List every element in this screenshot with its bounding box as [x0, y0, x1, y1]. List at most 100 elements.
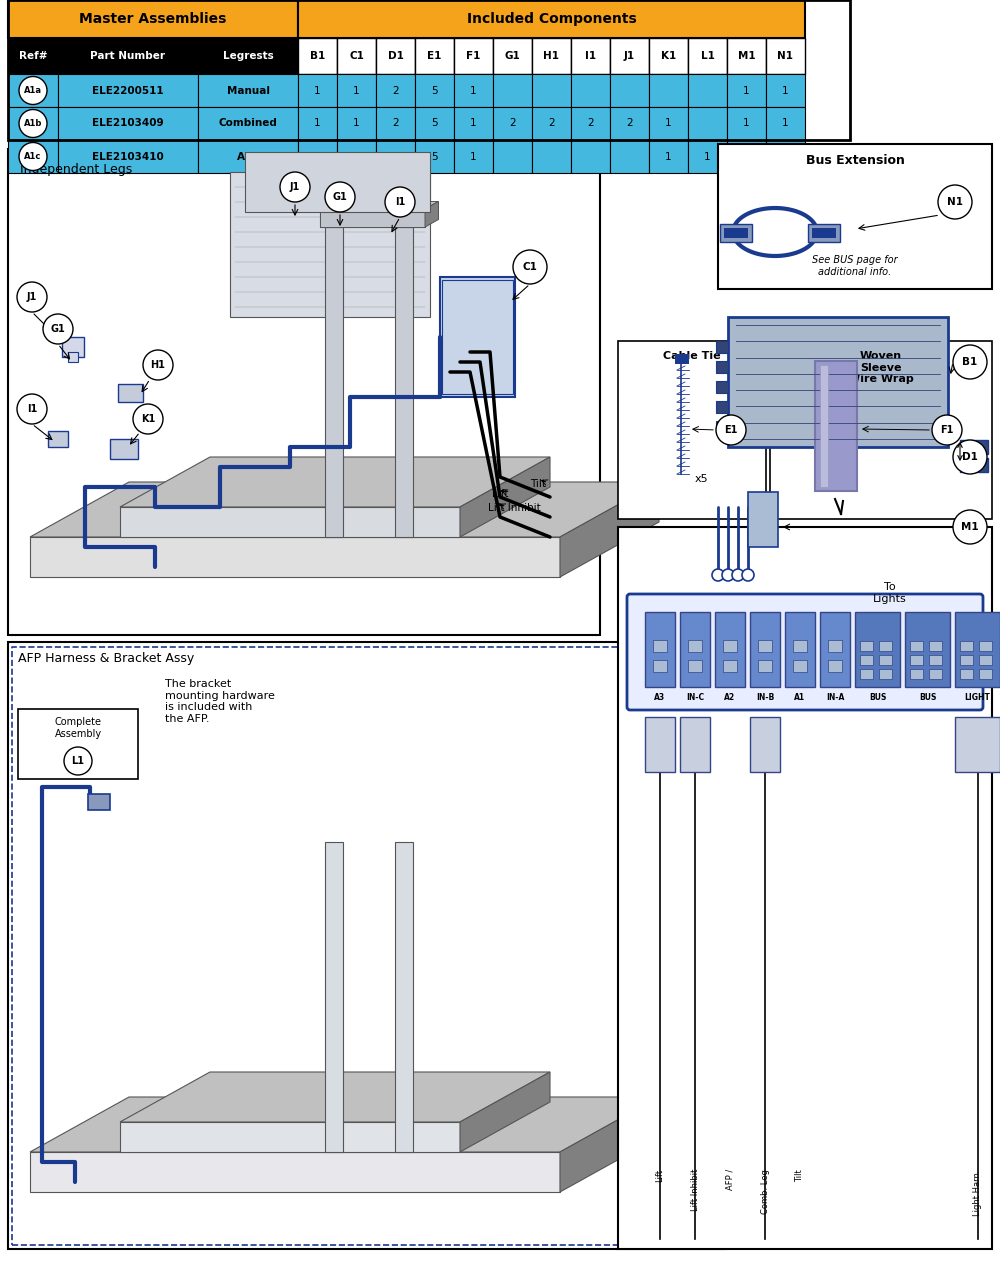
Bar [298, 38, 337, 73]
Bar [58, 38, 198, 73]
Bar [727, 38, 766, 73]
Bar [376, 106, 415, 139]
Text: The bracket
mounting hardware
is included with
the AFP.: The bracket mounting hardware is include… [165, 679, 275, 723]
Bar [680, 717, 710, 772]
Circle shape [133, 404, 163, 435]
Text: A2: A2 [724, 693, 736, 702]
Text: AFP: AFP [237, 152, 259, 161]
Bar [879, 641, 892, 651]
Text: Included Components: Included Components [467, 11, 636, 27]
Text: 1: 1 [353, 85, 360, 95]
Bar [688, 38, 727, 73]
Text: AFP Harness & Bracket Assy: AFP Harness & Bracket Assy [18, 653, 194, 665]
Text: B1: B1 [310, 51, 325, 61]
Bar [766, 73, 805, 106]
Bar [653, 640, 667, 653]
Text: 1: 1 [743, 85, 750, 95]
Text: H1: H1 [544, 51, 560, 61]
Text: See BUS page for
additional info.: See BUS page for additional info. [812, 256, 898, 277]
Text: F1: F1 [466, 51, 481, 61]
Text: 2: 2 [509, 119, 516, 128]
Bar [8, 0, 298, 38]
Text: 1: 1 [782, 119, 789, 128]
Bar [929, 669, 942, 679]
Bar [955, 612, 1000, 687]
Text: Lift Inhibit: Lift Inhibit [488, 503, 541, 513]
Text: D1: D1 [388, 51, 403, 61]
Bar [325, 227, 343, 537]
Bar [750, 612, 780, 687]
Bar [910, 655, 923, 665]
Text: H1: H1 [151, 360, 165, 370]
Bar [298, 106, 337, 139]
Circle shape [716, 416, 746, 445]
Bar [960, 655, 973, 665]
Text: 5: 5 [431, 119, 438, 128]
Text: L1: L1 [701, 51, 714, 61]
Bar [820, 365, 828, 487]
Bar [808, 224, 840, 242]
Circle shape [722, 569, 734, 582]
Bar [58, 106, 198, 139]
Polygon shape [320, 201, 438, 209]
Text: Tilt: Tilt [796, 1169, 804, 1182]
Bar [724, 228, 748, 238]
Bar [910, 669, 923, 679]
Bar [415, 139, 454, 174]
Text: 1: 1 [353, 119, 360, 128]
Bar [649, 73, 688, 106]
Bar [812, 228, 836, 238]
Bar [298, 0, 805, 38]
Circle shape [48, 323, 56, 331]
Text: I1: I1 [27, 404, 37, 414]
Text: ELE2103409: ELE2103409 [92, 119, 164, 128]
Bar [728, 317, 948, 447]
Bar [337, 38, 376, 73]
Text: BUS: BUS [869, 693, 886, 702]
Text: 5: 5 [431, 152, 438, 161]
Polygon shape [30, 1097, 659, 1152]
Bar [493, 106, 532, 139]
Text: Complete
Assembly: Complete Assembly [54, 717, 102, 739]
Text: A1b: A1b [24, 119, 42, 128]
Circle shape [938, 185, 972, 219]
Bar [960, 641, 973, 651]
Bar [8, 38, 58, 73]
Circle shape [43, 314, 73, 345]
Bar [960, 669, 973, 679]
Text: N1: N1 [778, 51, 794, 61]
Text: G1: G1 [333, 193, 347, 201]
Bar [649, 38, 688, 73]
Bar [720, 224, 752, 242]
Bar [929, 641, 942, 651]
Bar [828, 640, 842, 653]
Text: IN-C: IN-C [686, 693, 704, 702]
Bar [245, 152, 430, 212]
Text: A3: A3 [654, 693, 666, 702]
Bar [680, 612, 710, 687]
Text: I1: I1 [395, 196, 405, 207]
Bar [610, 106, 649, 139]
Text: 2: 2 [392, 152, 399, 161]
Text: BUS: BUS [919, 693, 936, 702]
Bar [718, 144, 992, 289]
Bar [716, 341, 728, 353]
Bar [230, 172, 430, 317]
Text: E1: E1 [724, 424, 738, 435]
Circle shape [17, 283, 47, 312]
Bar [532, 106, 571, 139]
Bar [618, 341, 766, 519]
Text: M1: M1 [961, 522, 979, 532]
Bar [532, 38, 571, 73]
Bar [8, 150, 600, 635]
Circle shape [280, 172, 310, 201]
Bar [649, 139, 688, 174]
Bar [320, 209, 425, 227]
Text: Lift Inhibit: Lift Inhibit [690, 1169, 700, 1211]
Text: Manual: Manual [226, 85, 270, 95]
Circle shape [17, 394, 47, 424]
Text: LIGHT: LIGHT [965, 693, 990, 702]
Bar [532, 73, 571, 106]
Text: D1: D1 [962, 452, 978, 462]
Text: L1: L1 [72, 756, 84, 767]
